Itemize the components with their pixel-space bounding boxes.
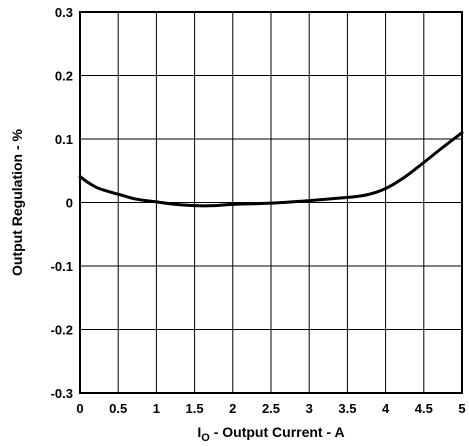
- y-axis-title: Output Regulation - %: [9, 128, 25, 276]
- x-tick-label: 4.5: [415, 401, 433, 416]
- series-line: [78, 131, 464, 208]
- y-tick-label: 0.3: [55, 5, 73, 20]
- y-tick-label: 0.2: [55, 69, 73, 84]
- x-tick-label: 0.5: [109, 401, 127, 416]
- y-tick-labels: 0.3 0.2 0.1 0 -0.1 -0.2 -0.3: [51, 5, 73, 401]
- x-tick-label: 3: [306, 401, 313, 416]
- x-tick-label: 1.5: [186, 401, 204, 416]
- x-axis-title: IO - Output Current - A: [197, 424, 344, 444]
- y-tick-label: 0.1: [55, 132, 73, 147]
- y-tick-label: -0.2: [51, 323, 73, 338]
- y-tick-label: 0: [66, 196, 73, 211]
- y-tick-label: -0.3: [51, 386, 73, 401]
- x-tick-label: 2.5: [262, 401, 280, 416]
- x-tick-label: 0: [76, 401, 83, 416]
- plot-frame: [79, 11, 463, 394]
- x-axis-title-symbol: I: [197, 424, 201, 440]
- x-tick-label: 2: [229, 401, 236, 416]
- x-tick-label: 5: [458, 401, 465, 416]
- y-tick-label: -0.1: [51, 259, 73, 274]
- x-axis-title-subscript: O: [201, 432, 210, 444]
- x-tick-labels: 0 0.5 1 1.5 2 2.5 3 3.5 4 4.5 5: [76, 401, 465, 416]
- x-axis-title-text: - Output Current - A: [210, 424, 345, 440]
- x-tick-label: 3.5: [338, 401, 356, 416]
- x-tick-label: 1: [153, 401, 160, 416]
- x-tick-label: 4: [382, 401, 390, 416]
